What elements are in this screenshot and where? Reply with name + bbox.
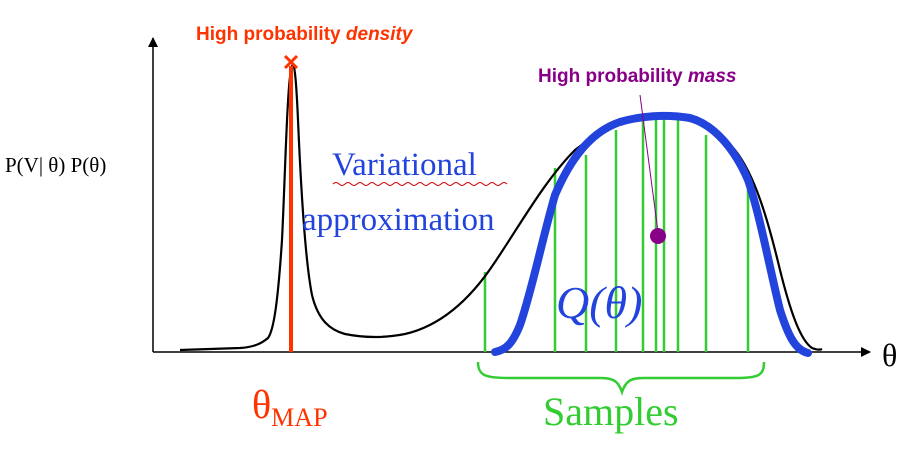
variational-label-line1: Variational <box>332 147 477 183</box>
theta-map-subscript: MAP <box>271 403 327 432</box>
y-axis-label: P(V| θ) P(θ) <box>5 153 106 177</box>
density-annotation-word: density <box>346 24 414 45</box>
mass-annotation-prefix: High probability <box>538 66 688 87</box>
variational-curve <box>491 111 812 357</box>
mass-annotation-word: mass <box>688 66 737 87</box>
mass-pointer-line <box>639 94 659 233</box>
x-axis-label: θ <box>882 337 897 373</box>
mass-annotation: High probability mass <box>538 66 737 87</box>
posterior-density-curve <box>179 63 823 352</box>
mass-dot-icon <box>650 228 666 244</box>
theta-map-symbol: θ <box>252 382 271 427</box>
samples-label: Samples <box>543 389 679 434</box>
density-annotation: High probability density <box>196 24 414 45</box>
samples-brace-icon <box>476 361 766 396</box>
density-annotation-prefix: High probability <box>196 24 346 45</box>
spellcheck-underline <box>332 182 508 186</box>
q-theta-label: Q(θ) <box>556 277 642 328</box>
variational-label-line2: approximation <box>302 202 494 238</box>
theta-map-label: θMAP <box>252 382 328 432</box>
map-cross-icon <box>283 54 299 70</box>
